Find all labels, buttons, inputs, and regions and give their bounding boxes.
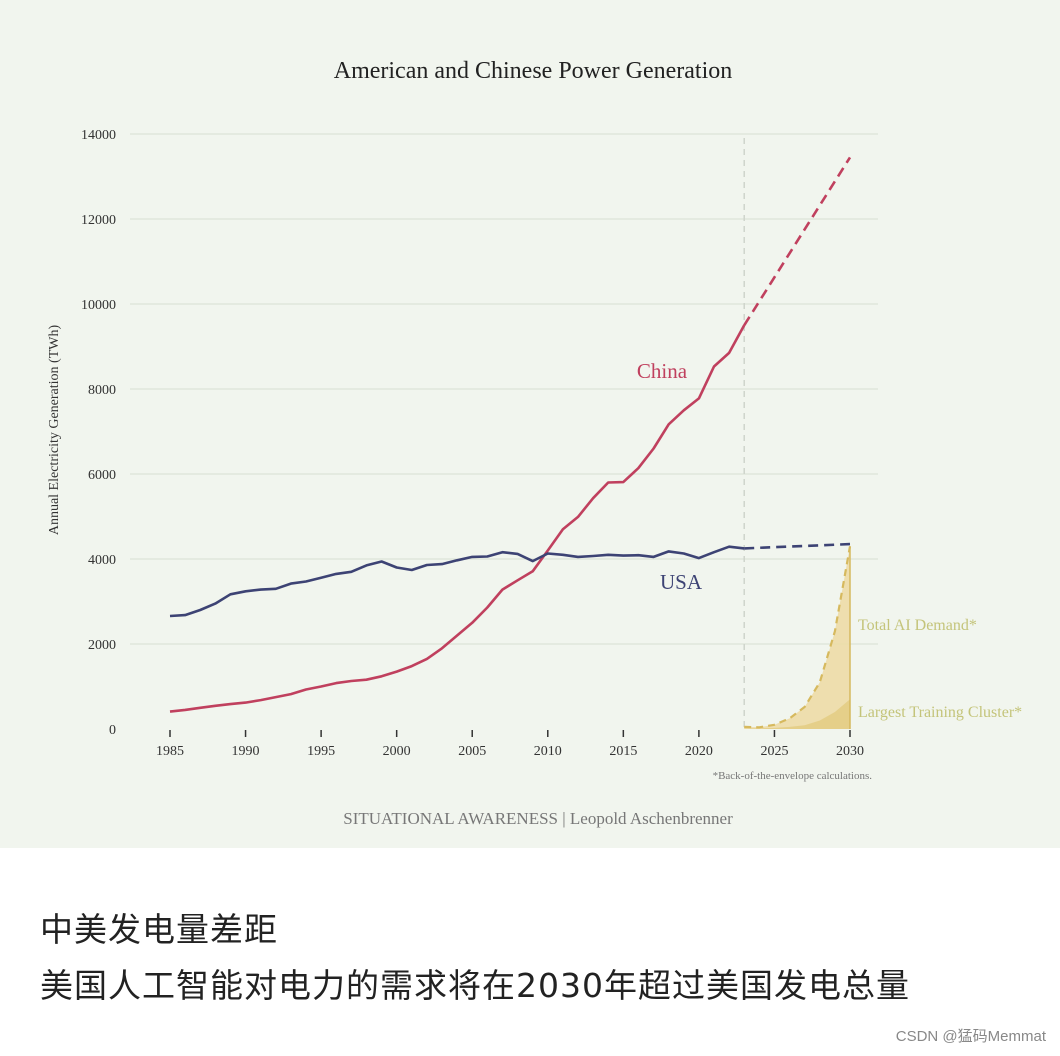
china-series-label: China — [637, 359, 688, 383]
x-tick-label: 2020 — [685, 744, 713, 759]
training-cluster-area — [744, 699, 850, 729]
x-tick-label: 1995 — [307, 744, 335, 759]
x-tick-label: 1985 — [156, 744, 184, 759]
china-projection-line — [743, 156, 852, 326]
power-generation-chart: American and Chinese Power Generation An… — [47, 58, 1022, 828]
y-tick-label: 0 — [109, 723, 116, 738]
x-tick-label: 2010 — [534, 744, 562, 759]
x-tick-label: 1990 — [232, 744, 260, 759]
ai-demand-area — [744, 546, 850, 729]
usa-series-label: USA — [660, 570, 703, 594]
caption-subtitle: 美国人工智能对电力的需求将在2030年超过美国发电总量 — [40, 966, 910, 1005]
usa-projection-line — [744, 542, 851, 550]
y-tick-label: 6000 — [88, 468, 116, 483]
source-credit: SITUATIONAL AWARENESS | Leopold Aschenbr… — [343, 809, 733, 828]
chart-title: American and Chinese Power Generation — [334, 58, 733, 84]
usa-line — [169, 545, 745, 618]
y-tick-label: 2000 — [88, 638, 116, 653]
x-tick-label: 2015 — [609, 744, 637, 759]
chart-panel: American and Chinese Power Generation An… — [0, 0, 1060, 848]
ai-demand-label: Total AI Demand* — [858, 617, 977, 634]
x-tick-label: 2030 — [836, 744, 864, 759]
caption-title: 中美发电量差距 — [40, 910, 278, 949]
x-tick-label: 2005 — [458, 744, 486, 759]
x-tick-label: 2025 — [760, 744, 788, 759]
ai-demand-line — [744, 546, 852, 729]
watermark: CSDN @猛码Memmat — [895, 1028, 1046, 1045]
x-tick-label: 2000 — [383, 744, 411, 759]
y-tick-label: 12000 — [81, 213, 116, 228]
y-tick-label: 10000 — [81, 298, 116, 313]
footnote: *Back-of-the-envelope calculations. — [713, 770, 873, 782]
china-line — [169, 324, 746, 713]
y-tick-label: 8000 — [88, 383, 116, 398]
y-tick-label: 4000 — [88, 553, 116, 568]
y-axis-label: Annual Electricity Generation (TWh) — [47, 325, 62, 536]
y-tick-label: 14000 — [81, 128, 116, 143]
training-cluster-label: Largest Training Cluster* — [858, 704, 1022, 721]
